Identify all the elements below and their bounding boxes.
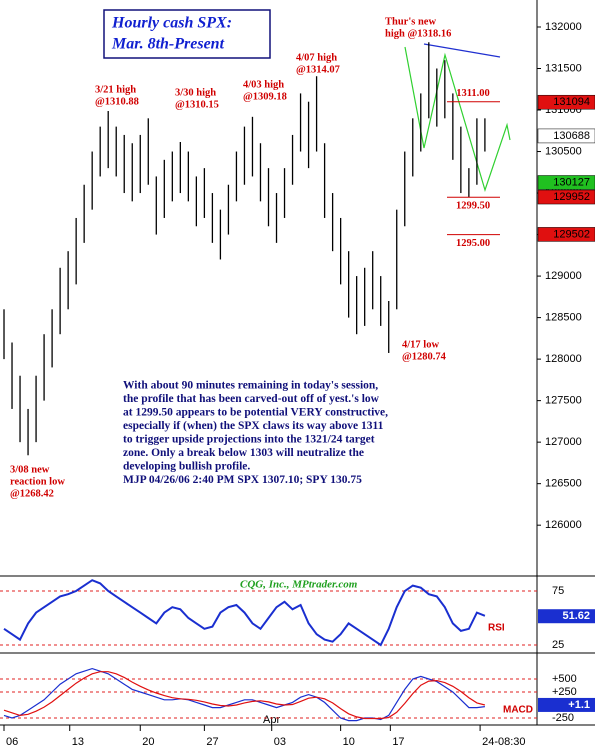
value-box <box>538 697 595 712</box>
x-tick-label: 13 <box>72 736 84 748</box>
chart-title: Hourly cash SPX: <box>111 15 232 32</box>
x-tick-label: 24-08:30 <box>482 736 525 748</box>
annotation: 3/21 high <box>95 84 136 95</box>
value-box <box>538 609 595 624</box>
price-box-label: 130688 <box>553 130 590 142</box>
annotation: @1280.74 <box>402 351 447 362</box>
price-box <box>537 175 595 190</box>
month-label: Apr <box>263 714 280 726</box>
annotation: @1310.88 <box>95 96 139 107</box>
y-tick-label: -250 <box>552 712 574 724</box>
source-note: CQG, Inc., MPtrader.com <box>240 579 358 591</box>
price-box-label: 131094 <box>553 96 590 108</box>
level-label: 1295.00 <box>456 238 490 249</box>
comment-line: zone. Only a break below 1303 will neutr… <box>123 447 364 459</box>
y-tick-label: 132000 <box>545 21 582 33</box>
y-tick-label: +250 <box>552 686 577 698</box>
y-tick-label: 126000 <box>545 519 582 531</box>
x-tick-label: 06 <box>6 736 18 748</box>
price-box-label: 129502 <box>553 228 590 240</box>
annotation: high @1318.16 <box>385 28 451 39</box>
level-label: 1299.50 <box>456 201 490 212</box>
value-box-label: +1.1 <box>568 699 590 711</box>
price-box-label: 130127 <box>553 176 590 188</box>
trend-line <box>423 43 501 58</box>
x-tick-label: 03 <box>274 736 286 748</box>
comment-line: to trigger upside projections into the 1… <box>123 434 375 446</box>
comment-line: With about 90 minutes remaining in today… <box>123 380 378 392</box>
annotation: 3/30 high <box>175 87 216 98</box>
comment-line: the profile that has been carved-out off… <box>123 393 380 405</box>
annotation: 4/07 high <box>296 52 337 63</box>
y-tick-label: 128000 <box>545 353 582 365</box>
value-box-label: 51.62 <box>562 610 590 622</box>
series-line <box>3 579 486 647</box>
macd-label: MACD <box>503 705 533 716</box>
x-tick-label: 17 <box>392 736 404 748</box>
annotation: reaction low <box>10 476 65 487</box>
annotation: @1310.15 <box>175 99 219 110</box>
y-tick-label: +500 <box>552 673 577 685</box>
annotation: 4/03 high <box>243 79 284 90</box>
title-box <box>103 9 271 59</box>
level-label: 1311.00 <box>456 88 490 99</box>
y-tick-label: 127000 <box>545 436 582 448</box>
annotation: @1309.18 <box>243 91 287 102</box>
comment-line: developing bullish profile. <box>123 461 250 473</box>
comment-line: MJP 04/26/06 2:40 PM SPX 1307.10; SPY 13… <box>123 474 362 486</box>
comment-line: at 1299.50 appears to be potential VERY … <box>123 407 388 419</box>
annotation: 3/08 new <box>10 464 50 475</box>
chart-subtitle: Mar. 8th-Present <box>111 36 225 53</box>
annotation: @1268.42 <box>10 488 54 499</box>
price-box-label: 129952 <box>553 191 590 203</box>
price-box <box>537 227 595 242</box>
y-tick-label: 130500 <box>545 145 582 157</box>
y-tick-label: 131500 <box>545 62 582 74</box>
rsi-label: RSI <box>488 623 505 634</box>
annotation: 4/17 low <box>402 339 439 350</box>
y-tick-label: 128500 <box>545 312 582 324</box>
series-line <box>3 671 486 720</box>
x-tick-label: 10 <box>343 736 355 748</box>
annotation: @1314.07 <box>296 64 340 75</box>
price-box <box>537 128 595 144</box>
annotation: Thur's new <box>385 16 436 27</box>
y-tick-label: 126500 <box>545 478 582 490</box>
price-box <box>537 94 595 110</box>
price-box <box>537 189 595 205</box>
y-tick-label: 129000 <box>545 270 582 282</box>
y-tick-label: 127500 <box>545 395 582 407</box>
series-line <box>3 667 485 722</box>
y-tick-label: 75 <box>552 585 564 597</box>
x-tick-label: 20 <box>142 736 154 748</box>
y-tick-label: 25 <box>552 639 564 651</box>
x-tick-label: 27 <box>206 736 218 748</box>
comment-line: especially if (when) the SPX claws its w… <box>123 420 384 432</box>
